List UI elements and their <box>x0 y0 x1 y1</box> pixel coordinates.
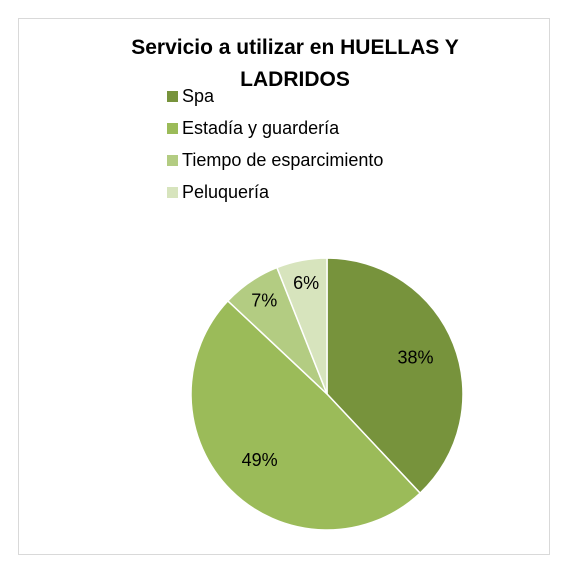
pie-slice <box>190 299 422 531</box>
pie-slice <box>275 257 328 395</box>
legend-label: Estadía y guardería <box>182 118 340 138</box>
legend-swatch <box>167 123 178 134</box>
chart-title: Servicio a utilizar en HUELLAS Y LADRIDO… <box>131 36 459 91</box>
legend-swatch <box>167 91 178 102</box>
data-label: 7% <box>251 291 277 311</box>
legend-label: Peluquería <box>182 182 270 202</box>
legend-swatch <box>167 187 178 198</box>
legend-label: Spa <box>182 86 215 106</box>
data-label: 6% <box>293 273 319 293</box>
data-label: 49% <box>242 450 278 470</box>
legend-swatch <box>167 155 178 166</box>
pie-slice <box>326 257 464 495</box>
legend-label: Tiempo de esparcimiento <box>182 150 383 170</box>
data-label: 38% <box>397 348 433 368</box>
